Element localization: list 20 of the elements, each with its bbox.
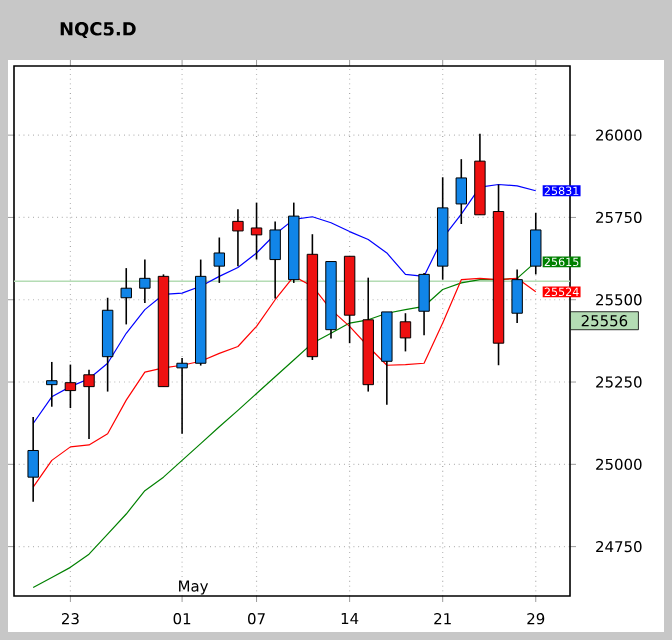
candlestick <box>83 369 95 440</box>
candlestick <box>101 296 114 393</box>
candlestick <box>139 258 151 304</box>
candlestick <box>269 220 281 300</box>
candlestick <box>27 416 39 503</box>
candlestick <box>120 267 132 326</box>
line-series <box>32 183 537 425</box>
candlestick <box>530 212 542 276</box>
candlestick <box>250 201 263 261</box>
candlestick <box>232 208 244 267</box>
candlestick <box>399 312 412 353</box>
candlestick <box>176 357 188 435</box>
candlestick <box>455 158 468 225</box>
candlestick <box>213 236 226 284</box>
candlestick <box>46 361 58 408</box>
candlestick <box>64 363 77 409</box>
candlestick <box>511 268 523 324</box>
chart-title: NQC5.D <box>60 22 136 38</box>
candlestick <box>418 272 430 337</box>
line-series <box>32 275 537 488</box>
